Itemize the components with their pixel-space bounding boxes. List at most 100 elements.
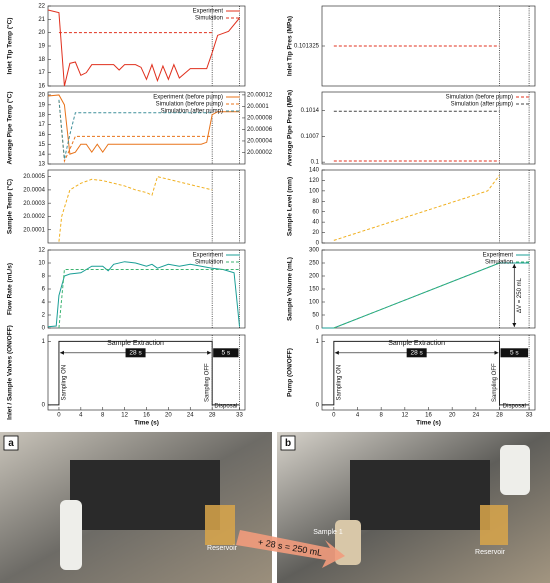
y-tick-label: 200 (309, 274, 320, 280)
y-tick-label: 0 (42, 326, 46, 332)
panel: Sample Volume (mL) 0 50 100 150 200 250 300 Expe… (287, 248, 536, 332)
y-axis-label: Inlet Tip Pres (MPa) (287, 16, 294, 76)
annotation: 5 s (510, 350, 519, 357)
y-tick-label: 100 (309, 300, 320, 306)
panel-label-box (3, 435, 19, 451)
x-tick-label: 0 (57, 413, 61, 419)
annotation-box (500, 348, 529, 358)
legend-label: Simulation (195, 260, 223, 266)
y-axis-label: Inlet Tip Temp (°C) (6, 18, 14, 75)
y-tick-label: 15 (38, 142, 45, 148)
y-tick-label: 10 (38, 261, 45, 267)
y-tick-label: 0 (42, 402, 46, 408)
x-tick-label: 33 (236, 413, 243, 419)
panel-label: a (8, 438, 14, 449)
legend-label: Experiment (before pump) (153, 95, 223, 101)
plot-frame (321, 169, 536, 244)
y-tick-label: 0.1007 (301, 134, 320, 140)
legend-label: Experiment (193, 253, 224, 259)
panel: Inlet Tip Pres (MPa) 0.101325 (287, 5, 536, 87)
photo-b: b Sample 1 Reservoir (277, 432, 550, 583)
y-tick-label: 16 (38, 132, 45, 138)
annotation: Disposal (503, 404, 526, 410)
panel: Sample Level (mm) 0 20 40 60 80 100 120 140 (287, 168, 536, 247)
y-tick-label: 8 (42, 274, 46, 280)
x-tick-label: 24 (472, 413, 479, 419)
y-axis-label: Inlet / Sample Valves (ON/OFF) (7, 325, 14, 420)
x-axis-label: Time (s) (416, 420, 441, 427)
panel: Average Pipe Pres (MPa) 0.1 0.1007 0.1014 Si… (287, 90, 536, 166)
series-line (58, 176, 213, 242)
bottle (500, 445, 530, 495)
y-tick-label: 150 (309, 287, 320, 293)
y-tick-label: 18 (38, 57, 45, 63)
annotation: Sampling ON (62, 365, 68, 401)
series-line (58, 99, 213, 160)
y-tick-label: 20 (38, 93, 45, 99)
y-tick-label: 1 (42, 339, 46, 345)
series-line (47, 261, 241, 328)
legend-label: Simulation (before pump) (156, 102, 223, 108)
y-tick-label: 6 (42, 287, 46, 293)
y-axis-label: Sample Temp (°C) (6, 179, 14, 234)
y2-tick-label: 20.0001 (247, 104, 269, 110)
y-tick-label: 0.1 (311, 160, 320, 166)
x-tick-label: 28 (209, 413, 216, 419)
series-line (47, 94, 240, 155)
x-tick-label: 20 (165, 413, 172, 419)
y-axis-label: Flow Rate (mL/s) (7, 263, 14, 315)
annotation: Sample Extraction (107, 340, 164, 347)
y-tick-label: 0 (316, 241, 320, 247)
series-line (322, 262, 530, 329)
y-tick-label: 20 (312, 230, 319, 236)
y-tick-label: 120 (309, 178, 320, 184)
annotation: Sampling OFF (492, 363, 498, 402)
y-tick-label: 20 (38, 30, 45, 36)
y-tick-label: 12 (38, 248, 45, 254)
annotation: 28 s (411, 350, 424, 357)
series-line (58, 269, 240, 329)
series-line (48, 340, 240, 406)
photo-note: Reservoir (207, 545, 238, 552)
reservoir (205, 505, 235, 545)
x-tick-label: 33 (526, 413, 533, 419)
x-axis-label: Time (s) (134, 420, 159, 427)
y-axis-label: Average Pipe Temp (°C) (6, 91, 14, 164)
x-tick-label: 20 (449, 413, 456, 419)
series-line (47, 9, 240, 87)
y-tick-label: 18 (38, 112, 45, 118)
x-tick-label: 8 (101, 413, 105, 419)
y2-tick-label: 20.00012 (247, 92, 273, 98)
y-axis-label: Sample Level (mm) (287, 177, 294, 236)
annotation-box (125, 348, 146, 358)
panel: Flow Rate (mL/s) 0 2 4 6 8 10 12 ExperimentSimul… (7, 248, 246, 332)
plot-frame (47, 91, 246, 165)
x-tick-label: 16 (143, 413, 150, 419)
y-tick-label: 60 (312, 209, 319, 215)
y-tick-label: 1 (316, 339, 320, 345)
y-tick-label: 0.1014 (301, 108, 320, 114)
series-line (333, 174, 500, 241)
x-tick-label: 16 (425, 413, 432, 419)
y-tick-label: 80 (312, 199, 319, 205)
photo-note: Reservoir (475, 549, 506, 556)
transfer-arrow (236, 530, 345, 568)
y2-tick-label: 20.00002 (247, 150, 273, 156)
y-tick-label: 19 (38, 44, 45, 50)
x-tick-label: 8 (379, 413, 383, 419)
annotation: 28 s (129, 350, 142, 357)
annotation: ΔV = 250 mL (517, 277, 523, 313)
annotation-box (213, 348, 239, 358)
y-tick-label: 19 (38, 102, 45, 108)
y-tick-label: 100 (309, 188, 320, 194)
legend-label: Simulation (before pump) (446, 95, 513, 101)
y-tick-label: 16 (38, 84, 45, 90)
annotation: Disposal (214, 404, 237, 410)
panel: Inlet / Sample Valves (ON/OFF) 0 1 0 4 8 12 16 2… (7, 325, 246, 427)
legend-label: Simulation (195, 16, 223, 22)
x-tick-label: 4 (79, 413, 83, 419)
legend-label: Simulation (485, 260, 513, 266)
y-axis-label: Average Pipe Pres (MPa) (287, 90, 294, 166)
photo-a: a Reservoir (0, 432, 272, 583)
y-tick-label: 0.101325 (294, 44, 320, 50)
